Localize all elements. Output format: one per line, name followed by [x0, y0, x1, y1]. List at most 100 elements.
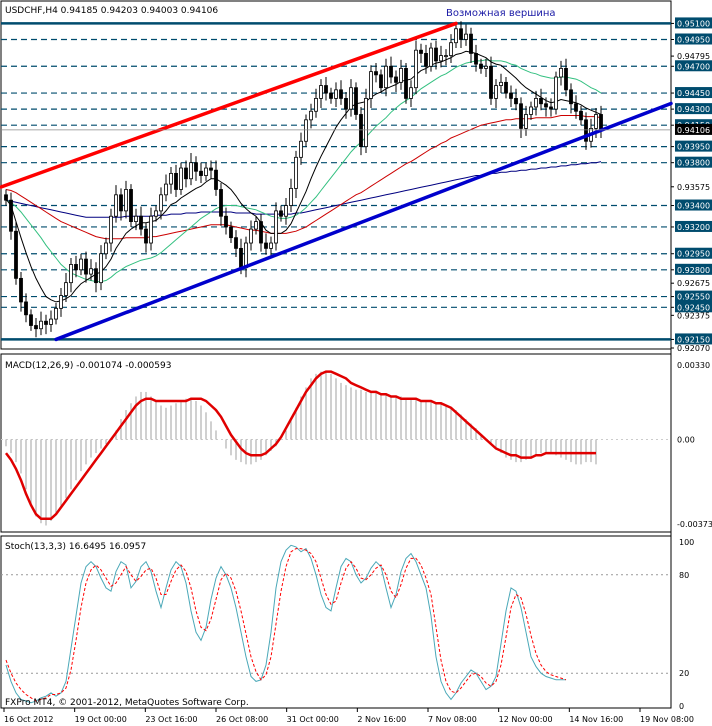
- price-label: 0.92800: [677, 266, 710, 275]
- macd-axis-label: 0.00330: [677, 361, 710, 370]
- candle-body: [54, 307, 58, 320]
- candle-body: [144, 228, 148, 244]
- price-label-box: [675, 156, 712, 168]
- candle-body: [414, 49, 418, 89]
- stoch-axis-label: 100: [679, 538, 694, 547]
- price-label: 0.94950: [677, 35, 710, 44]
- candle-body: [309, 110, 313, 121]
- candle-body: [284, 205, 288, 217]
- candle-body: [79, 258, 83, 271]
- stoch-axis-label: 80: [679, 571, 689, 580]
- resistance-trendline: [0, 21, 458, 189]
- candle-body: [29, 314, 33, 326]
- candle-body: [129, 189, 133, 222]
- stoch-axis-label: 20: [679, 669, 689, 678]
- current-price-label: 0.94106: [677, 126, 710, 135]
- time-label: 19 Oct 00:00: [75, 715, 127, 724]
- candle-body: [84, 258, 88, 275]
- candle-body: [579, 110, 583, 121]
- candle-body: [159, 194, 163, 212]
- price-label: 0.92375: [677, 311, 710, 320]
- candle-body: [569, 89, 573, 105]
- price-label: 0.94700: [677, 62, 710, 71]
- candle-body: [384, 65, 388, 89]
- price-header: USDCHF,H4 0.94185 0.94203 0.94003 0.9410…: [5, 6, 218, 16]
- candle-body: [504, 81, 508, 94]
- candle-body: [474, 53, 478, 65]
- sma-green-line: [5, 59, 602, 283]
- candle-body: [9, 199, 13, 232]
- candle-body: [69, 264, 73, 284]
- price-label-box: [675, 87, 712, 99]
- candle-body: [429, 47, 433, 67]
- stoch-main-line: [5, 544, 566, 704]
- candle-body: [489, 65, 493, 99]
- candle-body: [74, 264, 78, 271]
- time-label: 23 Oct 16:00: [145, 715, 197, 724]
- candle-body: [519, 103, 523, 129]
- candle-body: [174, 172, 178, 190]
- candle-body: [394, 76, 398, 83]
- candle-body: [499, 81, 503, 86]
- price-label-box: [675, 140, 712, 152]
- candle-body: [254, 221, 258, 230]
- candle-body: [64, 282, 68, 296]
- candle-body: [204, 167, 208, 176]
- candle-body: [514, 98, 518, 105]
- candle-body: [469, 33, 473, 54]
- candle-body: [244, 242, 248, 269]
- candle-body: [139, 215, 143, 230]
- candle-body: [459, 28, 463, 40]
- candle-body: [269, 242, 273, 249]
- candle-body: [259, 221, 263, 244]
- time-label: 26 Oct 08:00: [216, 715, 268, 724]
- candle-body: [214, 169, 218, 190]
- candle-body: [494, 85, 498, 99]
- price-label: 0.92070: [677, 344, 710, 353]
- macd-signal-line: [4, 370, 596, 520]
- candle-body: [549, 106, 553, 110]
- candle-body: [234, 237, 238, 249]
- candle-body: [354, 87, 358, 115]
- candle-body: [299, 140, 303, 158]
- stoch-header: Stoch(13,3,3) 16.6495 16.0957: [5, 542, 146, 552]
- candle-body: [224, 215, 228, 228]
- candle-body: [359, 114, 363, 148]
- macd-indicator: 0.00330 0.00 -0.00373: [1, 361, 712, 529]
- candlesticks: [4, 21, 603, 338]
- candle-body: [219, 189, 223, 217]
- candle-body: [239, 247, 243, 269]
- price-label: 0.93200: [677, 223, 710, 232]
- candle-body: [89, 268, 93, 275]
- candle-body: [19, 277, 23, 303]
- candle-body: [289, 187, 293, 206]
- stoch-signal-line: [5, 548, 567, 702]
- candle-body: [374, 71, 378, 76]
- candle-body: [424, 53, 428, 67]
- candle-body: [14, 230, 18, 279]
- candle-body: [484, 65, 488, 69]
- candle-body: [274, 210, 278, 244]
- price-label: 0.93950: [677, 143, 710, 152]
- price-label: 0.94795: [677, 52, 710, 61]
- price-label-box: [675, 333, 712, 345]
- time-label: 2 Nov 16:00: [357, 715, 406, 724]
- time-label: 12 Nov 00:00: [499, 715, 553, 724]
- price-label: 0.94450: [677, 89, 710, 98]
- horizontal-levels: [1, 22, 671, 341]
- candle-body: [314, 98, 318, 112]
- price-label: 0.92150: [677, 335, 710, 344]
- price-label: 0.92450: [677, 303, 710, 312]
- candle-body: [114, 194, 118, 217]
- time-label: 19 Nov 08:00: [640, 715, 694, 724]
- price-label-box: [675, 220, 712, 232]
- candle-body: [44, 320, 48, 325]
- candle-body: [379, 74, 383, 89]
- candle-body: [444, 55, 448, 57]
- candle-body: [434, 47, 438, 62]
- candle-body: [164, 183, 168, 196]
- stoch-panel: [0, 535, 672, 709]
- candle-body: [294, 156, 298, 189]
- candle-body: [189, 162, 193, 180]
- stochastic-indicator: 100 80 20 0: [1, 538, 694, 711]
